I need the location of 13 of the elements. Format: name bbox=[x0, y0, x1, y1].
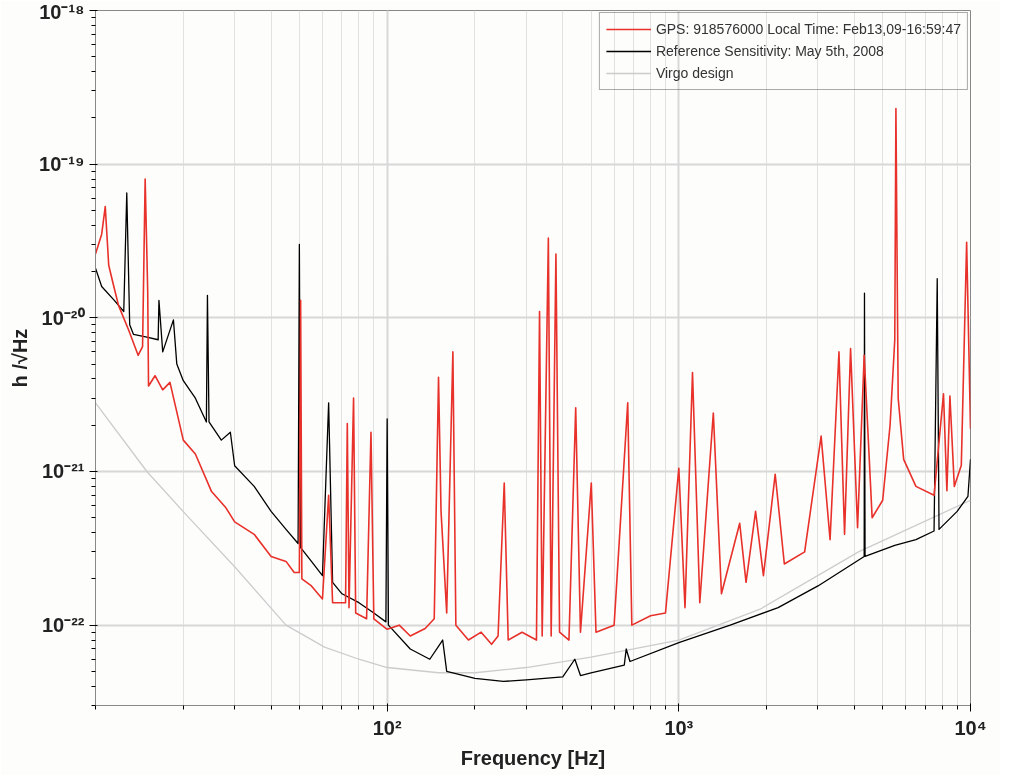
legend-label: Reference Sensitivity: May 5th, 2008 bbox=[655, 43, 884, 59]
x-tick-label: 10³ bbox=[664, 716, 694, 739]
y-tick-label: 10⁻²² bbox=[41, 614, 85, 637]
x-tick-label: 10⁴ bbox=[954, 716, 987, 739]
legend-label: GPS: 918576000 Local Time: Feb13,09-16:59:47 bbox=[655, 21, 961, 37]
y-axis-title: h /√Hz bbox=[9, 328, 32, 388]
x-tick-label: 10² bbox=[372, 716, 402, 739]
y-tick-label: 10⁻²¹ bbox=[41, 460, 85, 483]
y-tick-label: 10⁻¹⁹ bbox=[39, 153, 85, 176]
y-tick-label: 10⁻¹⁸ bbox=[39, 0, 85, 23]
legend-label: Virgo design bbox=[655, 65, 734, 81]
x-axis-title: Frequency [Hz] bbox=[460, 746, 606, 769]
y-tick-label: 10⁻²⁰ bbox=[41, 306, 85, 329]
